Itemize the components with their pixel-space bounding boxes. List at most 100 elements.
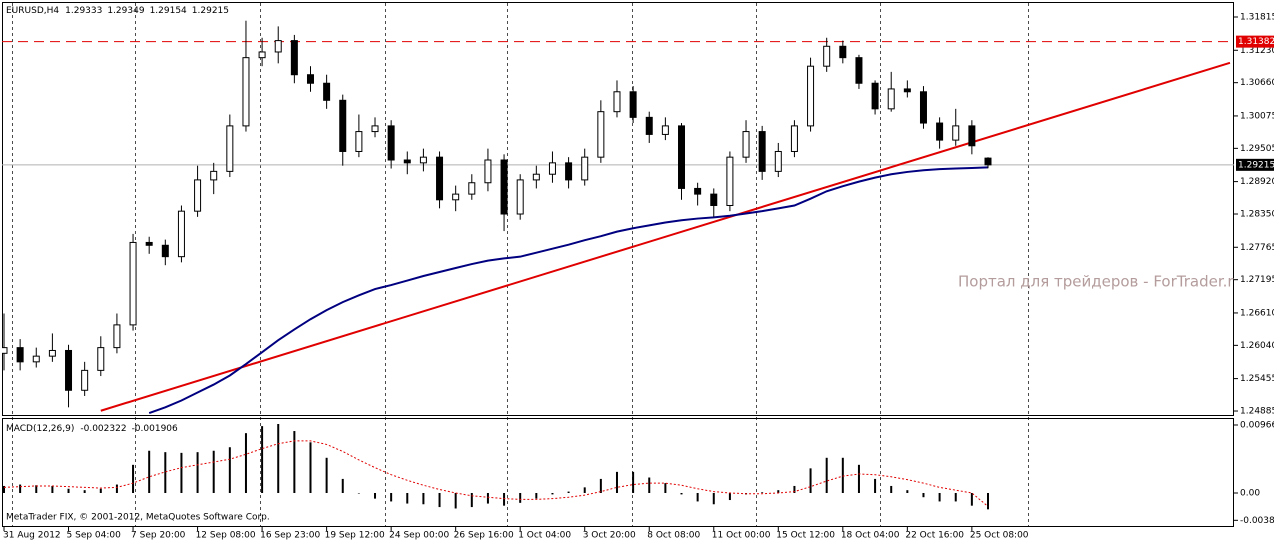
candle-body [532,173,540,181]
macd-tick-label: 0.00 [1240,488,1260,498]
y-tick-label: 1.30660 [1240,78,1274,88]
header-close: 1.29215 [192,6,229,16]
candle-body [871,82,879,110]
candle-body [839,45,847,59]
macd-bar [67,488,70,493]
macd-bar [438,492,441,508]
candle-body [194,179,202,212]
macd-bar [35,485,38,493]
macd-bar [648,477,651,493]
candle-body [742,131,750,158]
macd-pane [3,423,989,510]
candle-body [16,347,24,363]
candle-body [984,157,992,166]
macd-bar [696,492,699,502]
macd-bar [503,492,506,506]
x-tick-label: 16 Sep 23:00 [260,531,320,541]
macd-bar [212,450,215,493]
candle-body [597,111,605,158]
macd-bar [309,442,312,493]
macd-bar [583,487,586,493]
macd-bar [180,452,183,493]
candle-body [339,99,347,152]
candle-body [500,159,508,215]
candle-body [306,74,314,84]
candle-body [113,324,121,349]
macd-bar [680,492,683,495]
header-high: 1.29349 [107,6,144,16]
y-tick-label: 1.28920 [1240,177,1274,187]
candle-body [161,244,169,258]
candle-body [97,347,105,371]
candle-body [403,159,411,164]
macd-bar [841,457,844,493]
price-pane [2,20,1234,414]
macd-bar [599,478,602,493]
macd-bar [115,484,118,493]
candle-body [177,210,185,258]
macd-bar [19,484,22,493]
candle-body [694,187,702,195]
candle-body [258,51,266,59]
macd-bar [954,492,957,502]
candle-body [387,125,395,161]
header-open: 1.29333 [65,6,102,16]
candle-body [645,116,653,135]
macd-bar [970,492,973,506]
macd-bar [325,457,328,493]
y-tick-label: 1.27765 [1240,243,1274,253]
candle-body [65,349,73,391]
macd-bar [164,452,167,493]
x-tick-label: 3 Oct 20:00 [583,531,636,541]
candle-body [807,65,815,127]
candle-body [968,125,976,147]
copyright: MetaTrader FIX, © 2001-2012, MetaQuotes … [6,513,270,523]
macd-bar [406,492,409,504]
candle-body [129,241,137,326]
macd-bar [922,492,925,498]
macd-bar [83,490,86,493]
macd-bar [987,492,989,510]
macd-tick-label: 0.00966 [1240,420,1274,430]
y-tick-label: 1.30075 [1240,111,1274,121]
x-tick-label: 15 Oct 12:00 [776,531,835,541]
macd-bar [551,492,554,495]
symbol-header: EURUSD,H4 1.29333 1.29349 1.29154 1.29215 [6,6,229,16]
candle-body [726,156,734,206]
candle-body [81,369,89,391]
macd-bar [535,492,538,499]
price-label-box [1236,158,1274,171]
moving-average [148,166,989,414]
candle-body [419,156,427,164]
y-tick-label: 1.24885 [1240,407,1274,417]
candle-body [758,131,766,172]
x-tick-label: 24 Sep 00:00 [389,531,449,541]
x-tick-label: 18 Oct 04:00 [841,531,900,541]
x-tick-label: 7 Sep 20:00 [131,531,186,541]
y-tick-label: 1.31230 [1240,46,1274,56]
candle-body [274,40,282,53]
macd-title: MACD(12,26,9) [6,424,74,434]
level-label: 1.31382 [1238,37,1274,47]
candle-body [32,355,40,363]
macd-bar [712,492,715,505]
candle-body [371,125,379,133]
x-tick-label: 5 Sep 04:00 [67,531,122,541]
candle-body [887,88,895,110]
macd-bar [99,488,102,493]
axes: 1.31815 1.31230 1.30660 1.30075 1.29505 1.289… [3,13,1274,541]
macd-bar [874,478,877,493]
x-tick-label: 8 Oct 08:00 [647,531,700,541]
candle-body [581,156,589,181]
macd-value: -0.002322 [80,424,126,434]
macd-bar [632,471,635,493]
y-tick-label: 1.27195 [1240,275,1274,285]
candle-body [226,125,234,172]
candle-body [710,193,718,206]
candle-body [565,162,573,181]
macd-header: MACD(12,26,9) -0.002322 -0.001906 [6,424,178,434]
candle-body [355,131,363,152]
header-low: 1.29154 [150,6,187,16]
macd-bar [664,483,667,493]
